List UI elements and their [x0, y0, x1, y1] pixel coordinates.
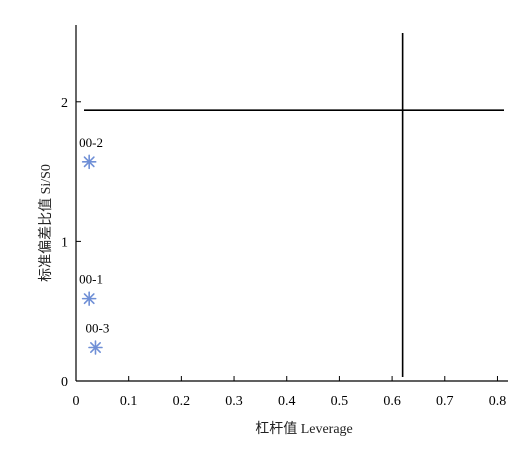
- data-point: 00-1: [79, 272, 103, 306]
- x-tick-label: 0.7: [436, 394, 454, 409]
- x-tick-label: 0.1: [120, 394, 138, 409]
- x-tick-label: 0.3: [225, 394, 243, 409]
- x-tick-label: 0.8: [489, 394, 507, 409]
- data-points: 00-2 00-1 00-3: [79, 135, 109, 355]
- reference-lines: [84, 33, 504, 377]
- x-axis-label: 杠杆值 Leverage: [255, 421, 353, 437]
- y-axis-label: 标准偏差比值 Si/S0: [38, 164, 54, 282]
- x-tick-label: 0: [73, 394, 80, 409]
- point-label: 00-1: [79, 272, 103, 287]
- asterisk-marker-stroke: [83, 156, 95, 168]
- x-ticks: 0 0.1 0.2 0.3 0.4 0.5 0.6 0.7 0.8: [73, 376, 507, 409]
- x-tick-label: 0.6: [383, 394, 401, 409]
- asterisk-marker-stroke: [90, 342, 101, 353]
- y-ticks: 0 1 2: [61, 96, 81, 390]
- asterisk-marker-stroke: [83, 293, 95, 305]
- point-label: 00-2: [79, 135, 103, 150]
- axes: [75, 25, 508, 382]
- y-tick-label: 1: [61, 235, 68, 250]
- data-point: 00-3: [85, 320, 109, 355]
- x-tick-label: 0.5: [331, 394, 349, 409]
- point-label: 00-3: [85, 320, 109, 335]
- y-tick-label: 2: [61, 96, 68, 111]
- y-tick-label: 0: [61, 375, 68, 390]
- x-tick-label: 0.4: [278, 394, 296, 409]
- x-tick-label: 0.2: [173, 394, 191, 409]
- data-point: 00-2: [79, 135, 103, 170]
